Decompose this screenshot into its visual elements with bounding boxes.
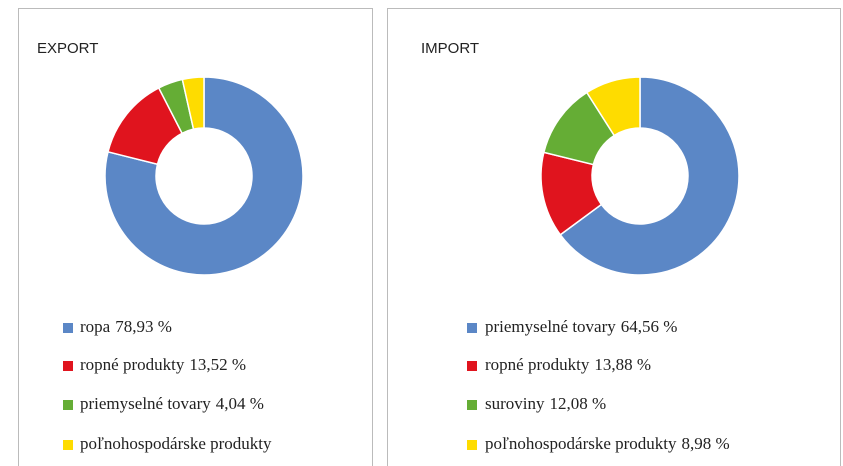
legend-value: 64,56 %: [621, 317, 678, 336]
legend-swatch: [467, 440, 477, 450]
donut-slice: [104, 76, 304, 276]
legend-value: 78,93 %: [115, 317, 172, 336]
legend-swatch: [467, 361, 477, 371]
legend-label: poľnohospodárske produkty 8,98 %: [485, 434, 730, 453]
panel-border: [387, 8, 841, 466]
legend-value: 4,04 %: [216, 394, 264, 413]
legend-label: ropné produkty 13,88 %: [485, 355, 651, 374]
chart-title: IMPORT: [421, 40, 479, 57]
donut-slice: [585, 76, 641, 137]
legend-swatch: [63, 440, 73, 450]
legend-label: poľnohospodárske produkty: [80, 434, 272, 453]
legend-category: ropné produkty: [485, 355, 590, 374]
donut-slice: [559, 76, 740, 276]
panel-border: [18, 8, 373, 466]
donut-slice: [181, 76, 205, 131]
legend-swatch: [63, 400, 73, 410]
legend-swatch: [467, 400, 477, 410]
legend-category: priemyselné tovary: [485, 317, 616, 336]
legend-swatch: [63, 361, 73, 371]
legend-value: 8,98 %: [682, 434, 730, 453]
legend-label: ropa 78,93 %: [80, 317, 172, 336]
legend-label: suroviny 12,08 %: [485, 394, 606, 413]
legend-label: priemyselné tovary 64,56 %: [485, 317, 677, 336]
legend-category: poľnohospodárske produkty: [80, 434, 272, 453]
legend-swatch: [63, 323, 73, 333]
legend-category: ropa: [80, 317, 111, 336]
legend-category: ropné produkty: [80, 355, 185, 374]
legend-category: suroviny: [485, 394, 545, 413]
legend-value: 13,52 %: [189, 355, 246, 374]
legend-swatch: [467, 323, 477, 333]
chart-title: EXPORT: [37, 40, 98, 57]
legend-label: ropné produkty 13,52 %: [80, 355, 246, 374]
legend-value: 13,88 %: [594, 355, 651, 374]
legend-category: priemyselné tovary: [80, 394, 211, 413]
legend-category: poľnohospodárske produkty: [485, 434, 677, 453]
legend-label: priemyselné tovary 4,04 %: [80, 394, 264, 413]
legend-value: 12,08 %: [550, 394, 607, 413]
